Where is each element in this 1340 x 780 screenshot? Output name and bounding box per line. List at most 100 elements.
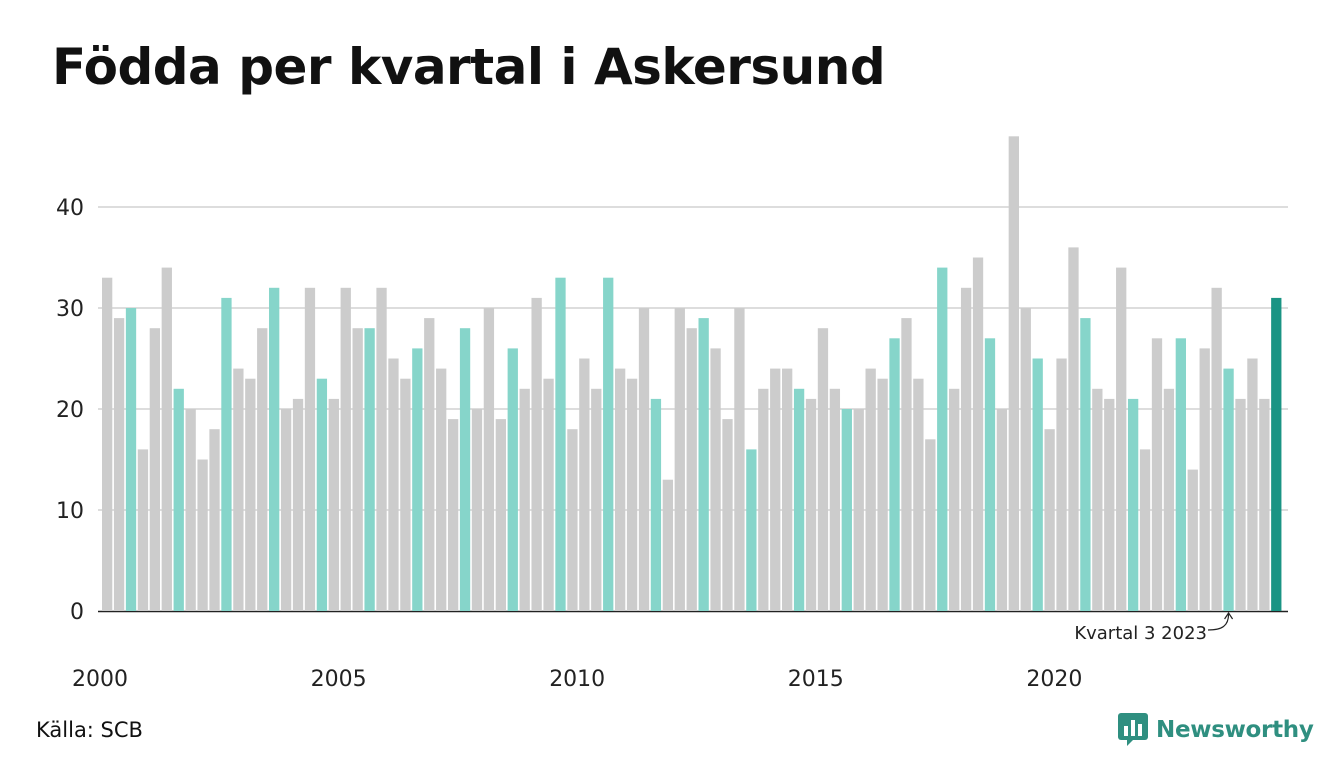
bar xyxy=(972,257,984,611)
bar xyxy=(245,378,256,611)
bar xyxy=(698,318,709,611)
bar xyxy=(984,338,996,611)
bar xyxy=(125,308,137,611)
x-tick-label: 2010 xyxy=(549,667,605,692)
bar xyxy=(770,368,781,611)
bar xyxy=(1032,358,1043,611)
bar xyxy=(1080,318,1091,611)
bar xyxy=(1044,429,1055,611)
bar xyxy=(746,449,757,611)
bar xyxy=(591,388,602,611)
bar xyxy=(555,277,566,611)
bar xyxy=(567,429,578,611)
bar xyxy=(603,277,614,611)
bar xyxy=(471,409,483,611)
bar xyxy=(1211,287,1222,611)
bar xyxy=(829,388,841,611)
bar xyxy=(865,368,876,611)
bar xyxy=(877,378,888,611)
bar xyxy=(1092,388,1103,611)
bar xyxy=(459,328,471,611)
bar xyxy=(1127,398,1139,611)
annotation-arrow xyxy=(1207,613,1230,631)
source-note: Källa: SCB xyxy=(36,718,143,742)
bar xyxy=(304,287,316,611)
bar xyxy=(292,398,304,611)
bar xyxy=(209,429,220,611)
bar xyxy=(1187,469,1198,611)
bar xyxy=(257,328,268,611)
bar xyxy=(710,348,721,611)
x-tick-label: 2000 xyxy=(72,667,128,692)
bar xyxy=(579,358,590,611)
bar xyxy=(1163,388,1175,611)
bar xyxy=(436,368,447,611)
bar xyxy=(113,318,125,611)
bar xyxy=(1151,338,1163,611)
bar xyxy=(925,439,936,611)
bar xyxy=(233,368,244,611)
bar xyxy=(364,328,375,611)
bar xyxy=(412,348,423,611)
bar xyxy=(1139,449,1151,611)
bar xyxy=(901,318,912,611)
x-tick-label: 2020 xyxy=(1026,667,1082,692)
bar xyxy=(173,388,184,611)
bars xyxy=(102,136,1282,612)
bar xyxy=(793,388,805,611)
y-tick-label: 30 xyxy=(56,297,84,322)
bar xyxy=(197,459,208,611)
annotation: Kvartal 3 2023 xyxy=(1074,611,1234,644)
chart-title: Födda per kvartal i Askersund xyxy=(52,38,886,96)
annotation-label: Kvartal 3 2023 xyxy=(1074,623,1207,644)
bar xyxy=(424,318,435,611)
bar xyxy=(937,267,948,611)
bar xyxy=(1116,267,1127,611)
y-tick-label: 0 xyxy=(70,600,84,625)
bar xyxy=(960,287,972,611)
bar xyxy=(102,277,113,611)
bar xyxy=(1104,398,1115,611)
bar xyxy=(1068,247,1079,611)
bar xyxy=(137,449,149,611)
bar xyxy=(1235,398,1246,611)
bar xyxy=(1020,308,1031,611)
bar xyxy=(376,287,387,611)
bar xyxy=(722,419,733,611)
bar xyxy=(949,388,960,611)
bar xyxy=(185,409,196,611)
bar xyxy=(149,328,161,611)
bar xyxy=(328,398,339,611)
bar xyxy=(269,287,280,611)
y-axis-ticks: 0 10 20 30 40 xyxy=(56,196,84,625)
bar xyxy=(650,398,662,611)
bar xyxy=(913,378,924,611)
bar xyxy=(626,378,638,611)
bar xyxy=(1259,398,1270,611)
bar xyxy=(388,358,399,611)
bar xyxy=(638,308,650,611)
bar xyxy=(853,409,864,611)
bar xyxy=(1223,368,1234,611)
y-tick-label: 40 xyxy=(56,196,84,221)
x-axis-ticks: 2000 2005 2010 2015 2020 xyxy=(72,667,1082,692)
bar xyxy=(495,419,506,611)
bar xyxy=(400,378,411,611)
y-tick-label: 20 xyxy=(56,398,84,423)
bar xyxy=(507,348,518,611)
bar xyxy=(531,297,542,611)
bar xyxy=(734,308,745,611)
bar xyxy=(161,267,172,611)
annotation-arrowhead xyxy=(1224,611,1234,620)
x-tick-label: 2015 xyxy=(788,667,844,692)
bar xyxy=(1271,297,1282,611)
bar xyxy=(543,378,554,611)
bar xyxy=(782,368,793,611)
bar xyxy=(340,287,351,611)
bar xyxy=(1056,358,1067,611)
bar xyxy=(1247,358,1258,611)
y-tick-label: 10 xyxy=(56,499,84,524)
bar xyxy=(758,388,769,611)
bar xyxy=(674,308,685,611)
